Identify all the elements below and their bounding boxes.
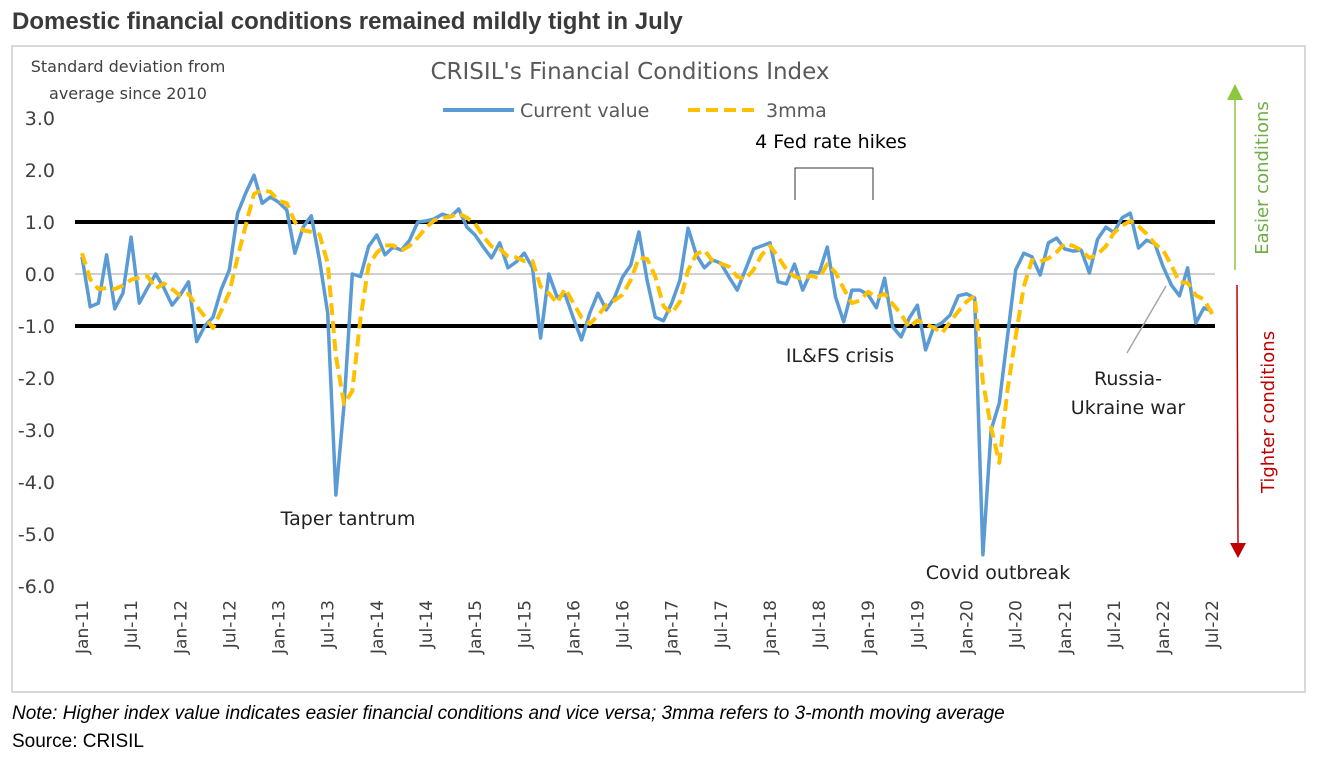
direction-arrows: Easier conditions Tighter conditions — [1227, 84, 1279, 558]
x-tick-label: Jan-18 — [761, 600, 781, 655]
y-axis-ticks: 3.0 2.0 1.0 0.0 -1.0 -2.0 -3.0 -4.0 -5.0 -6.0 — [18, 108, 55, 598]
legend: Current value 3mma — [443, 100, 827, 122]
x-tick-label: Jul-20 — [1007, 600, 1027, 649]
series-lines — [80, 173, 1214, 557]
russia-leader-line — [1126, 285, 1167, 354]
y-tick-label: -3.0 — [18, 420, 55, 442]
x-tick-label: Jul-18 — [810, 600, 830, 649]
source-note: Source: CRISIL — [12, 731, 144, 752]
y-tick-label: 3.0 — [25, 108, 55, 130]
y-tick-label: -6.0 — [18, 576, 55, 598]
x-tick-label: Jul-12 — [220, 600, 240, 649]
figure-title: Domestic financial conditions remained m… — [12, 8, 683, 35]
x-tick-label: Jul-21 — [1105, 600, 1125, 649]
x-tick-label: Jan-20 — [958, 600, 978, 655]
tighter-conditions-label: Tighter conditions — [1258, 331, 1279, 494]
chart-title: CRISIL's Financial Conditions Index — [430, 59, 829, 85]
y-axis-label-line1: Standard deviation from — [31, 57, 226, 76]
y-tick-label: 1.0 — [25, 212, 55, 234]
y-tick-label: -4.0 — [18, 472, 55, 494]
legend-3mma-label: 3mma — [766, 100, 827, 122]
annotation-taper: Taper tantrum — [280, 508, 416, 530]
x-tick-label: Jan-16 — [564, 600, 584, 655]
x-axis-ticks: Jan-11 Jul-11 Jan-12 Jul-12 Jan-13 Jul-13 Jan-… — [73, 600, 1223, 655]
x-tick-label: Jan-14 — [368, 600, 388, 655]
x-tick-label: Jul-19 — [908, 600, 928, 649]
x-tick-label: Jul-14 — [417, 600, 437, 649]
x-tick-label: Jan-12 — [171, 600, 191, 655]
x-tick-label: Jul-22 — [1203, 600, 1223, 649]
y-axis-label-line2: average since 2010 — [49, 84, 207, 103]
x-tick-label: Jan-19 — [859, 600, 879, 655]
y-tick-label: -5.0 — [18, 524, 55, 546]
chart-frame — [11, 45, 1306, 693]
fed-bracket — [794, 167, 874, 200]
x-tick-label: Jul-16 — [614, 600, 634, 649]
footnote: Note: Higher index value indicates easie… — [12, 703, 1005, 724]
y-tick-label: 2.0 — [25, 160, 55, 182]
annotation-ilfs: IL&FS crisis — [786, 345, 894, 367]
x-tick-label: Jan-13 — [270, 600, 290, 655]
annotation-russia-line1: Russia- — [1094, 368, 1162, 390]
x-tick-label: Jul-11 — [122, 600, 142, 649]
easier-conditions-label: Easier conditions — [1252, 101, 1273, 255]
y-tick-label: -2.0 — [18, 368, 55, 390]
x-tick-label: Jan-17 — [663, 600, 683, 655]
annotation-fed: 4 Fed rate hikes — [755, 131, 907, 153]
x-tick-label: Jan-22 — [1154, 600, 1174, 655]
x-tick-label: Jan-15 — [466, 600, 486, 655]
annotation-covid: Covid outbreak — [926, 562, 1070, 584]
legend-current-label: Current value — [520, 100, 649, 122]
annotation-russia-line2: Ukraine war — [1071, 397, 1186, 419]
series-current-value-line — [80, 173, 1213, 557]
x-tick-label: Jan-21 — [1056, 600, 1076, 655]
y-tick-label: -1.0 — [18, 316, 55, 338]
y-tick-label: 0.0 — [25, 264, 55, 286]
arrow-down-icon — [1230, 543, 1246, 558]
series-3mma-line — [80, 188, 1214, 465]
tighter-arrow-shaft — [1236, 284, 1239, 546]
x-tick-label: Jul-15 — [515, 600, 535, 649]
x-tick-label: Jul-17 — [712, 600, 732, 649]
x-tick-label: Jan-11 — [73, 600, 93, 655]
arrow-up-icon — [1227, 84, 1243, 100]
annotations: Taper tantrum Covid outbreak IL&FS crisi… — [280, 131, 1186, 584]
x-tick-label: Jul-13 — [319, 600, 339, 649]
